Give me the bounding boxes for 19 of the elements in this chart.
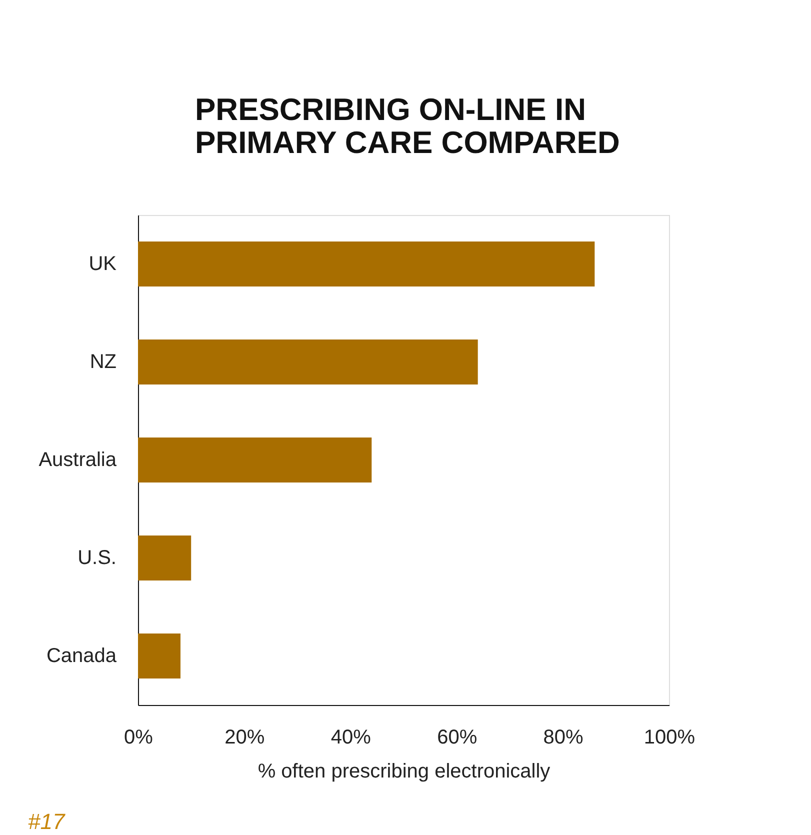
x-tick-label: 0% — [124, 726, 154, 748]
bar — [138, 535, 192, 581]
bar — [138, 633, 180, 679]
bar — [138, 437, 372, 483]
x-tick-label: 20% — [224, 726, 265, 748]
x-tick-label: 40% — [330, 726, 372, 748]
x-tick-label: 80% — [543, 726, 584, 748]
y-tick-label: Canada — [46, 645, 118, 667]
y-tick-label: U.S. — [78, 547, 116, 569]
y-tick-label: NZ — [90, 351, 116, 373]
x-tick-label: 100% — [644, 726, 696, 748]
bar — [138, 339, 478, 385]
chart-title: PRESCRIBING ON-LINE IN PRIMARY CARE COMPARED — [195, 92, 620, 160]
x-axis-title: % often prescribing electronically — [258, 760, 550, 782]
bar — [138, 241, 595, 287]
y-tick-label: UK — [88, 253, 118, 275]
text: #17 — [28, 809, 66, 834]
y-tick-label: Australia — [38, 449, 118, 471]
x-tick-label: 60% — [437, 726, 478, 748]
